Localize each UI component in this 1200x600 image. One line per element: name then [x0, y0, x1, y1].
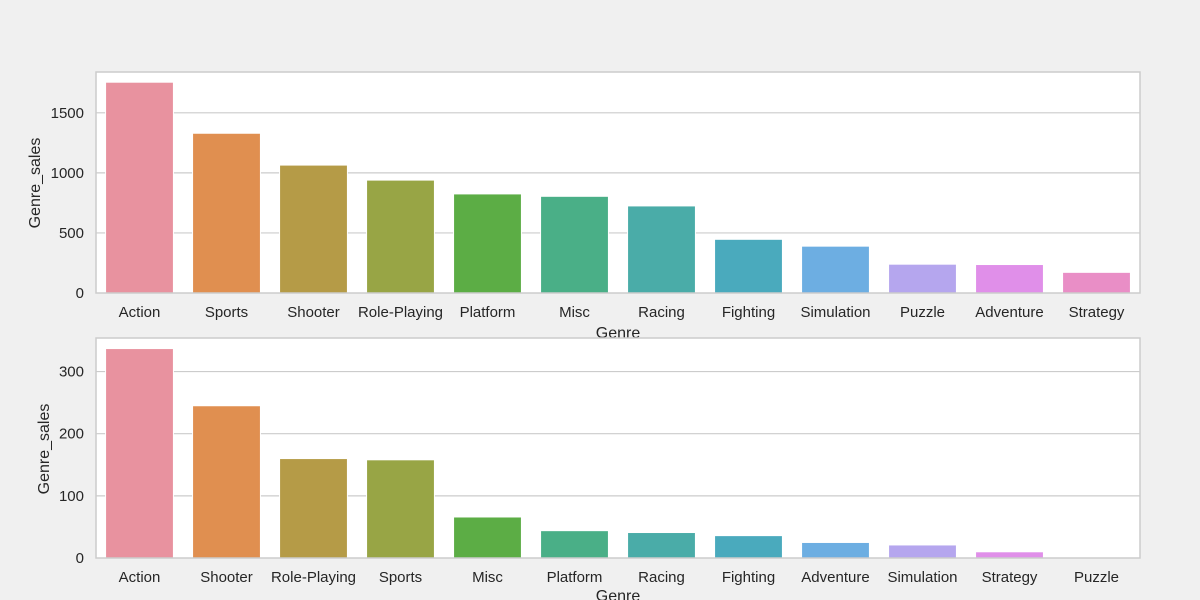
top-chart-y-axis-label: Genre_sales: [27, 138, 44, 229]
top-chart-plot-area: [96, 72, 1140, 293]
top-chart-bar-fighting: [714, 238, 783, 294]
top-chart-bar-shooter: [279, 164, 348, 294]
top-chart-y-tick-label: 1000: [51, 165, 84, 182]
bottom-chart-y-ticks: 0 100 200 300: [59, 364, 84, 567]
top-chart-x-ticks: Action Sports Shooter Role-Playing Platform M…: [119, 304, 1125, 321]
bottom-chart-x-axis-label: Genre: [596, 588, 641, 600]
bottom-chart-plot-area: [96, 338, 1140, 558]
bottom-chart-x-ticks: Action Shooter Role-Playing Sports Misc Platf…: [119, 569, 1119, 586]
bottom-chart-x-tick-label: Adventure: [801, 569, 869, 586]
top-chart-x-tick-label: Role-Playing: [358, 304, 443, 321]
top-chart: 0 500 1000 1500 Action Sports Shooter Role-Pla…: [27, 71, 1141, 342]
top-chart-bar-strategy: [1062, 271, 1131, 294]
bottom-chart-bar-sports: [366, 459, 435, 559]
top-chart-bar-racing: [627, 205, 696, 294]
top-chart-x-tick-label: Platform: [460, 304, 516, 321]
top-chart-y-ticks: 0 500 1000 1500: [51, 105, 84, 302]
top-chart-bar-puzzle: [888, 263, 957, 294]
top-chart-y-tick-label: 0: [76, 285, 84, 302]
bottom-chart-x-tick-label: Sports: [379, 569, 422, 586]
bottom-chart: 0 100 200 300 Action Shooter Role-Playing Spor…: [36, 337, 1141, 600]
top-chart-x-tick-label: Misc: [559, 304, 590, 321]
bottom-chart-x-tick-label: Puzzle: [1074, 569, 1119, 586]
bottom-chart-bar-misc: [453, 516, 522, 559]
top-chart-bars: [105, 81, 1131, 294]
top-chart-bar-simulation: [801, 245, 870, 294]
bottom-chart-x-tick-label: Platform: [547, 569, 603, 586]
bottom-chart-x-tick-label: Racing: [638, 569, 685, 586]
bottom-chart-x-tick-label: Strategy: [982, 569, 1038, 586]
top-chart-bar-adventure: [975, 264, 1044, 294]
bottom-chart-bar-fighting: [714, 535, 783, 559]
bottom-chart-x-tick-label: Simulation: [887, 569, 957, 586]
top-chart-x-tick-label: Strategy: [1069, 304, 1125, 321]
top-chart-frame: [95, 71, 1141, 294]
bottom-chart-bar-role-playing: [279, 458, 348, 559]
bottom-chart-x-tick-label: Action: [119, 569, 161, 586]
bottom-chart-y-tick-label: 200: [59, 426, 84, 443]
top-chart-bar-role-playing: [366, 179, 435, 294]
top-chart-bar-platform: [453, 193, 522, 294]
bottom-chart-x-tick-label: Role-Playing: [271, 569, 356, 586]
bottom-chart-bar-racing: [627, 532, 696, 559]
bottom-chart-y-tick-label: 300: [59, 364, 84, 381]
bottom-chart-x-tick-label: Misc: [472, 569, 503, 586]
bottom-chart-frame: [95, 337, 1141, 559]
top-chart-bar-action: [105, 81, 174, 294]
top-chart-y-tick-label: 1500: [51, 105, 84, 122]
top-chart-x-tick-label: Racing: [638, 304, 685, 321]
bottom-chart-gridlines: [96, 370, 1140, 497]
bottom-chart-y-tick-label: 100: [59, 488, 84, 505]
top-chart-x-tick-label: Sports: [205, 304, 248, 321]
top-chart-x-tick-label: Simulation: [800, 304, 870, 321]
top-chart-y-tick-label: 500: [59, 225, 84, 242]
bottom-chart-y-axis-label: Genre_sales: [36, 404, 53, 495]
bottom-chart-bar-adventure: [801, 541, 870, 559]
bottom-chart-y-tick-label: 0: [76, 550, 84, 567]
top-chart-x-tick-label: Action: [119, 304, 161, 321]
bottom-chart-bar-strategy: [975, 551, 1044, 559]
top-chart-x-tick-label: Adventure: [975, 304, 1043, 321]
bottom-chart-bar-action: [105, 348, 174, 559]
bottom-chart-bar-platform: [540, 530, 609, 559]
top-chart-x-tick-label: Shooter: [287, 304, 340, 321]
top-chart-x-tick-label: Puzzle: [900, 304, 945, 321]
top-chart-x-tick-label: Fighting: [722, 304, 775, 321]
bottom-chart-bar-shooter: [192, 405, 261, 559]
bottom-chart-bar-simulation: [888, 544, 957, 559]
bottom-chart-x-tick-label: Fighting: [722, 569, 775, 586]
top-chart-bar-misc: [540, 195, 609, 294]
bottom-chart-x-tick-label: Shooter: [200, 569, 253, 586]
top-chart-gridlines: [96, 112, 1140, 234]
top-chart-bar-sports: [192, 132, 261, 294]
